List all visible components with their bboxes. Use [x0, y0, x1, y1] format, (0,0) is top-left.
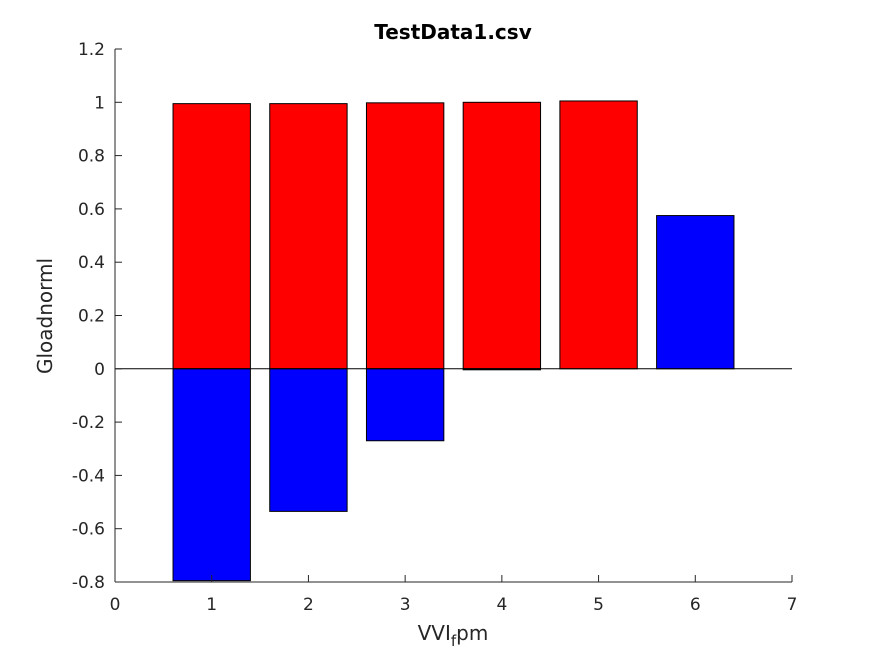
bar-series1-x4: [462, 101, 542, 370]
bar-series2-x6: [656, 215, 735, 370]
x-tick-label: 7: [787, 595, 798, 615]
y-tick-label: 0.4: [78, 253, 105, 273]
y-tick-label: 0.8: [78, 147, 105, 167]
y-tick-label: 0.6: [78, 200, 105, 220]
x-tick-label: 4: [496, 595, 507, 615]
y-tick-label: -0.6: [72, 520, 105, 540]
bars-group: [172, 100, 735, 582]
x-ticks-group: 0 1 2 3 4 5 6 7: [110, 575, 798, 615]
y-tick-label: 0: [94, 360, 105, 380]
bar-series1-x2: [269, 103, 348, 370]
bar-series2-x1: [172, 368, 251, 582]
x-tick-label: 1: [206, 595, 217, 615]
bar-series2-x3: [365, 368, 445, 442]
x-tick-label: 2: [303, 595, 314, 615]
x-tick-label: 6: [690, 595, 701, 615]
x-axis-label-main: VVI: [418, 621, 451, 645]
x-tick-label: 5: [593, 595, 604, 615]
bar-series2-x2: [269, 368, 348, 512]
y-tick-label: -0.2: [72, 413, 105, 433]
bar-series1-x1: [172, 103, 251, 370]
y-tick-label: -0.4: [72, 466, 105, 486]
x-axis-label-subscript: f: [451, 632, 457, 650]
bar-series1-x3: [365, 102, 445, 370]
x-tick-label: 3: [400, 595, 411, 615]
y-axis-label: Gloadnorml: [33, 258, 57, 374]
x-tick-label: 0: [110, 595, 121, 615]
x-axis-label: VVIfpm: [418, 621, 489, 650]
x-axis-label-suffix: pm: [456, 621, 488, 645]
bar-series1-x5: [559, 100, 638, 370]
y-tick-label: 1: [94, 93, 105, 113]
y-ticks-group: -0.8 -0.6 -0.4 -0.2 0 0.2 0.4 0.6 0.8 1 1.2: [72, 40, 122, 593]
y-tick-label: -0.8: [72, 573, 105, 593]
y-tick-label: 1.2: [78, 40, 105, 60]
y-tick-label: 0.2: [78, 307, 105, 327]
chart-title: TestData1.csv: [374, 20, 531, 44]
